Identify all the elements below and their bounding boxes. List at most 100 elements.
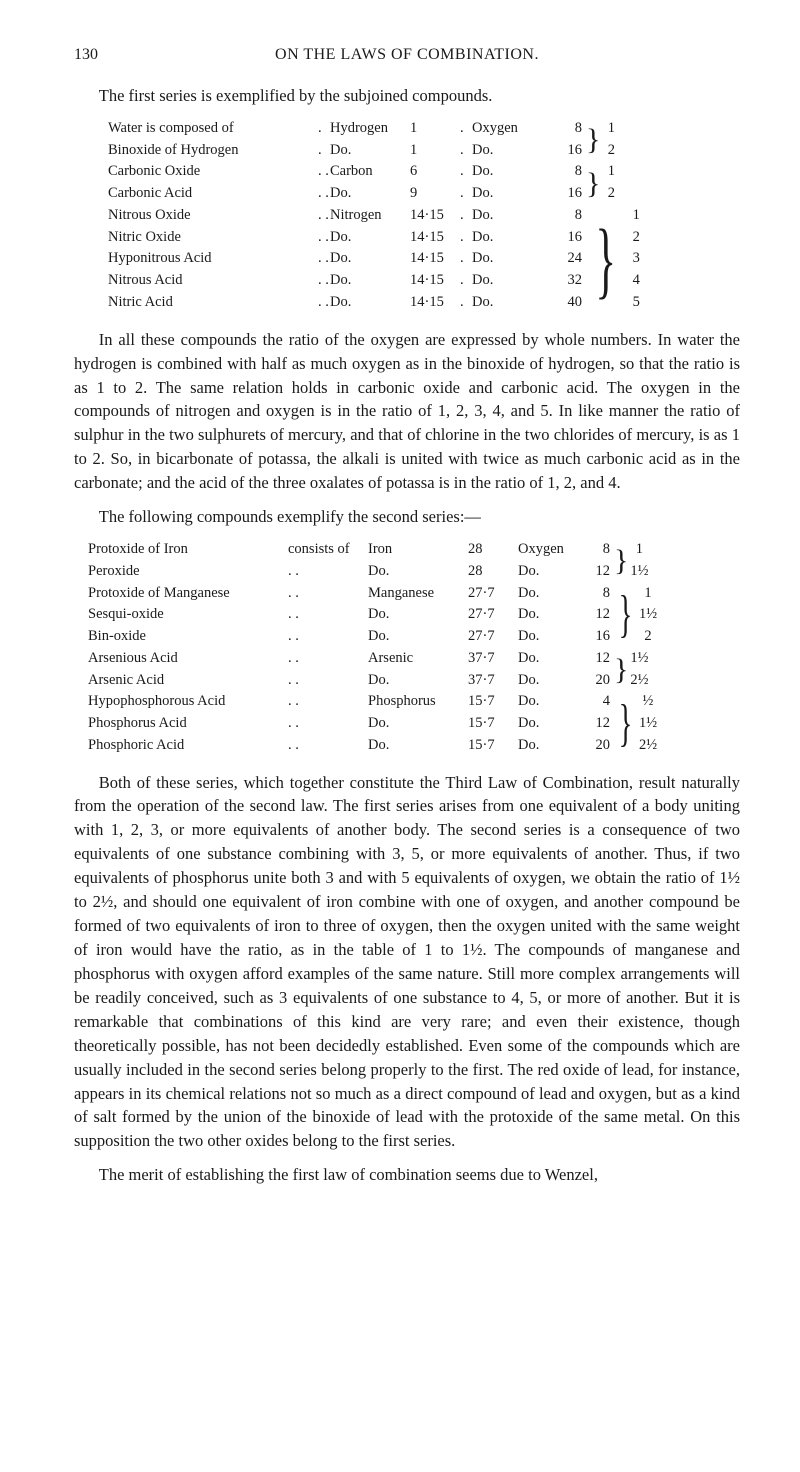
value: 14·15 [410, 248, 460, 270]
element: Carbon [330, 161, 410, 183]
element: Do. [368, 670, 468, 692]
table-row: Hyponitrous Acid . . Do. 14·15 . Do. 24 [108, 248, 584, 270]
table-row: Arsenious Acid . . Arsenic 37·7 Do. 12 [88, 648, 612, 670]
oxygen-value: 8 [552, 118, 584, 140]
element: Do. [330, 248, 410, 270]
t2-group: Protoxide of Manganese . . Manganese 27·… [88, 583, 740, 648]
brace-icon: } [614, 550, 628, 571]
oxygen-value: 8 [580, 539, 612, 561]
oxygen-value: 32 [552, 270, 584, 292]
ratio-value: 2 [602, 183, 620, 205]
oxygen-value: 24 [552, 248, 584, 270]
value: 37·7 [468, 648, 518, 670]
compound-name: Nitrous Oxide [108, 205, 318, 227]
oxygen-value: 12 [580, 648, 612, 670]
compound-name: Nitric Oxide [108, 227, 318, 249]
element: Manganese [368, 583, 468, 605]
compound-name: Bin-oxide [88, 626, 288, 648]
header: 130 ON THE LAWS OF COMBINATION. [74, 46, 740, 64]
oxygen-value: 8 [552, 161, 584, 183]
oxygen-value: 16 [552, 227, 584, 249]
ratio-value: 1½ [630, 648, 648, 670]
body-para: The merit of establishing the first law … [74, 1163, 740, 1187]
element: Nitrogen [330, 205, 410, 227]
compound-name: Phosphoric Acid [88, 735, 288, 757]
t2-group: Hypophosphorous Acid . . Phosphorus 15·7… [88, 691, 740, 756]
value: 15·7 [468, 691, 518, 713]
value: 1 [410, 140, 460, 162]
element: Phosphorus [368, 691, 468, 713]
compound-name: Nitric Acid [108, 292, 318, 314]
value: 28 [468, 561, 518, 583]
value: 27·7 [468, 626, 518, 648]
running-head: ON THE LAWS OF COMBINATION. [124, 46, 690, 64]
element: Do. [330, 292, 410, 314]
compound-name: Protoxide of Iron [88, 539, 288, 561]
oxygen-label: Oxygen [472, 118, 552, 140]
value: 28 [468, 539, 518, 561]
value: 14·15 [410, 227, 460, 249]
ratio-value: 1½ [639, 713, 657, 735]
compound-name: Hypophosphorous Acid [88, 691, 288, 713]
brace-icon: } [586, 173, 600, 194]
element: Do. [330, 227, 410, 249]
t1-group: Nitrous Oxide . . Nitrogen 14·15 . Do. 8… [108, 205, 740, 314]
compound-name: Nitrous Acid [108, 270, 318, 292]
table-row: Bin-oxide . . Do. 27·7 Do. 16 [88, 626, 612, 648]
table-row: Nitric Acid . . Do. 14·15 . Do. 40 [108, 292, 584, 314]
table-row: Binoxide of Hydrogen . Do. 1 . Do. 16 [108, 140, 584, 162]
ratio-value: 1½ [639, 604, 657, 626]
para-text: The following compounds exemplify the se… [99, 507, 481, 526]
element: Arsenic [368, 648, 468, 670]
compounds-table-2: Protoxide of Iron consists of Iron 28 Ox… [88, 539, 740, 757]
t1-group: Carbonic Oxide . . Carbon 6 . Do. 8 Carb… [108, 161, 740, 205]
compound-name: Water is composed of [108, 118, 318, 140]
compound-name: Arsenious Acid [88, 648, 288, 670]
element: Do. [368, 626, 468, 648]
compounds-table-1: Water is composed of . Hydrogen 1 . Oxyg… [108, 118, 740, 314]
intro-para: The first series is exemplified by the s… [74, 84, 740, 108]
ratio-value: 2 [639, 626, 657, 648]
compound-name: Peroxide [88, 561, 288, 583]
t2-group: Protoxide of Iron consists of Iron 28 Ox… [88, 539, 740, 583]
ratio-value: 1 [627, 205, 645, 227]
element: Do. [368, 604, 468, 626]
brace-icon: } [595, 230, 616, 288]
t1-group: Water is composed of . Hydrogen 1 . Oxyg… [108, 118, 740, 162]
ratio-value: 5 [627, 292, 645, 314]
compound-name: Carbonic Oxide [108, 161, 318, 183]
t2-group: Arsenious Acid . . Arsenic 37·7 Do. 12 A… [88, 648, 740, 692]
oxygen-value: 12 [580, 604, 612, 626]
ratio-value: 2 [627, 227, 645, 249]
para-text: The merit of establishing the first law … [99, 1165, 598, 1184]
oxygen-value: 4 [580, 691, 612, 713]
oxygen-value: 12 [580, 561, 612, 583]
table-row: Nitric Oxide . . Do. 14·15 . Do. 16 [108, 227, 584, 249]
oxygen-value: 40 [552, 292, 584, 314]
para-text: In all these compounds the ratio of the … [74, 330, 740, 493]
body-para: Both of these series, which together con… [74, 771, 740, 1154]
brace-icon: } [614, 659, 628, 680]
ratio-value: 2½ [630, 670, 648, 692]
ratio-value: 1½ [630, 561, 648, 583]
table-row: Protoxide of Manganese . . Manganese 27·… [88, 583, 612, 605]
value: 15·7 [468, 713, 518, 735]
brace-icon: } [619, 596, 633, 633]
table-row: Hypophosphorous Acid . . Phosphorus 15·7… [88, 691, 612, 713]
compound-name: Sesqui-oxide [88, 604, 288, 626]
brace-icon: } [619, 705, 633, 742]
value: 14·15 [410, 270, 460, 292]
oxygen-value: 16 [580, 626, 612, 648]
value: 27·7 [468, 583, 518, 605]
value: 37·7 [468, 670, 518, 692]
element: Do. [330, 140, 410, 162]
element: Do. [368, 735, 468, 757]
table-row: Sesqui-oxide . . Do. 27·7 Do. 12 [88, 604, 612, 626]
compound-name: Phosphorus Acid [88, 713, 288, 735]
table-row: Peroxide . . Do. 28 Do. 12 [88, 561, 612, 583]
table-row: Water is composed of . Hydrogen 1 . Oxyg… [108, 118, 584, 140]
oxygen-value: 20 [580, 735, 612, 757]
ratio-value: 4 [627, 270, 645, 292]
ratio-value: 1 [602, 118, 620, 140]
ratio-value: 3 [627, 248, 645, 270]
